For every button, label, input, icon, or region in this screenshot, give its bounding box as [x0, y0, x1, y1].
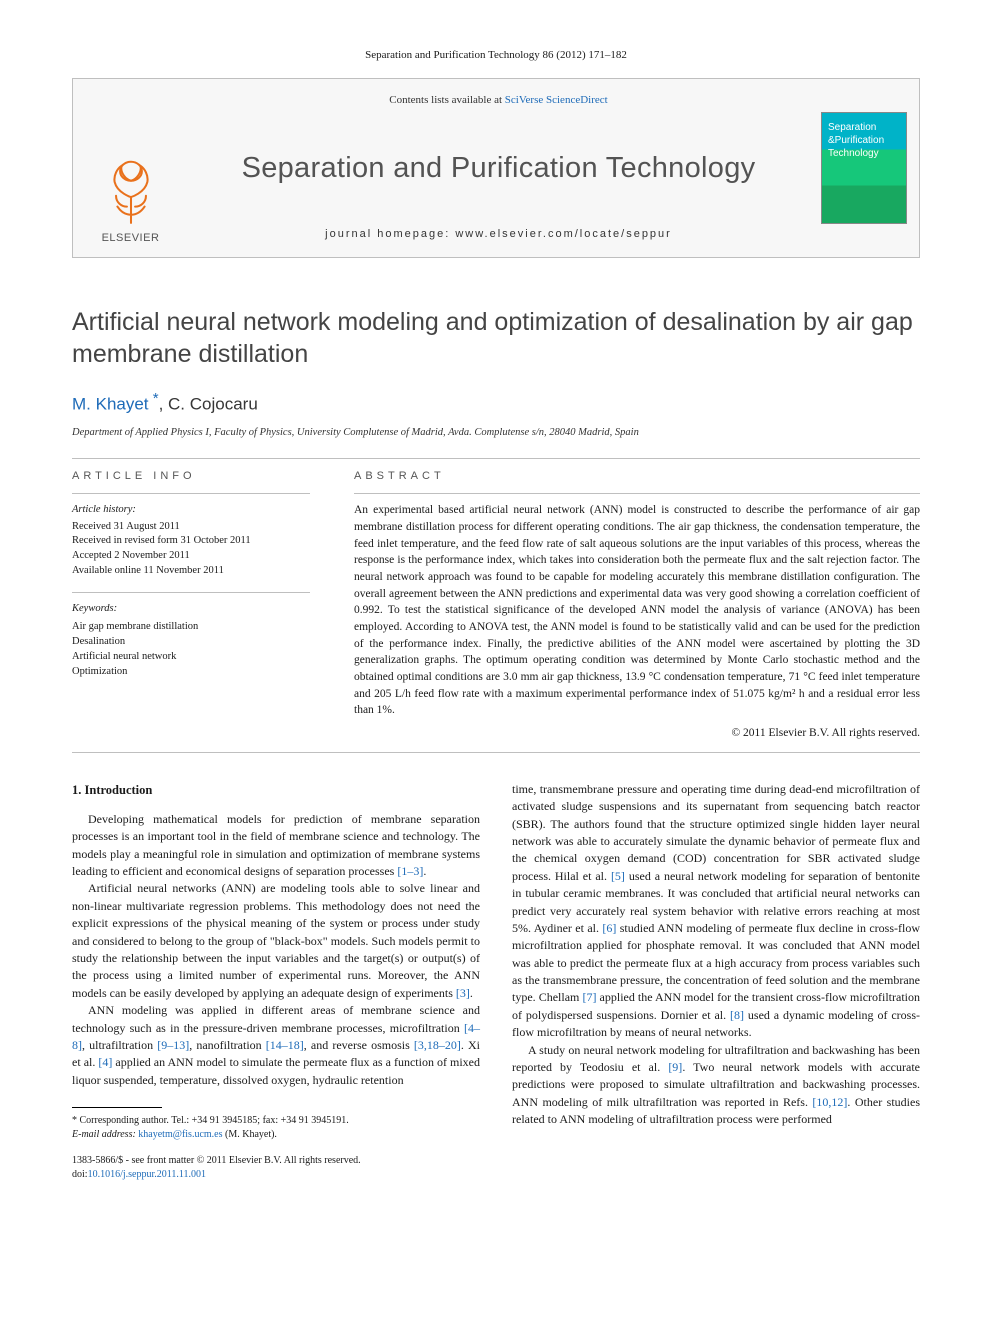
body-paragraph: ANN modeling was applied in different ar… — [72, 1002, 480, 1089]
journal-homepage: journal homepage: www.elsevier.com/locat… — [325, 227, 672, 243]
elsevier-wordmark: ELSEVIER — [102, 231, 160, 247]
para-text: , nanofiltration — [189, 1038, 266, 1052]
keyword-item: Artificial neural network — [72, 649, 310, 664]
journal-cover: Separation &Purification Technology — [821, 112, 907, 224]
cover-word-3: Technology — [828, 147, 879, 160]
journal-header: ELSEVIER Contents lists available at Sci… — [72, 78, 920, 258]
para-text: ANN modeling was applied in different ar… — [72, 1003, 480, 1034]
footnote-rule — [72, 1107, 162, 1108]
email-suffix: (M. Khayet). — [223, 1129, 277, 1140]
copyright: © 2011 Elsevier B.V. All rights reserved… — [354, 725, 920, 742]
cover-word-1: Separation — [828, 121, 876, 134]
footnote-text: Corresponding author. Tel.: +34 91 39451… — [77, 1115, 349, 1126]
sciencedirect-link[interactable]: SciVerse ScienceDirect — [505, 94, 608, 106]
doi-line: doi:10.1016/j.seppur.2011.11.001 — [72, 1168, 480, 1182]
meta-rule-2 — [72, 592, 310, 593]
meta-rule-1 — [72, 493, 310, 494]
cover-word-2: &Purification — [828, 134, 884, 147]
elsevier-tree-icon — [97, 159, 165, 227]
elsevier-logo: ELSEVIER — [97, 159, 165, 247]
para-text: Artificial neural networks (ANN) are mod… — [72, 881, 480, 999]
contents-prefix: Contents lists available at — [389, 94, 504, 106]
frontmatter-line: 1383-5866/$ - see front matter © 2011 El… — [72, 1154, 480, 1168]
section-heading-1: 1. Introduction — [72, 781, 480, 799]
citation-link[interactable]: [6] — [602, 921, 616, 935]
meta-rule-3 — [354, 493, 920, 494]
rule-top — [72, 458, 920, 459]
author-2: C. Cojocaru — [168, 395, 258, 414]
citation-link[interactable]: [9] — [668, 1060, 682, 1074]
citation-link[interactable]: [3,18–20] — [414, 1038, 461, 1052]
publisher-logo-area: ELSEVIER — [73, 79, 188, 257]
abstract-text: An experimental based artificial neural … — [354, 502, 920, 719]
authors: M. Khayet *, C. Cojocaru — [72, 388, 920, 417]
email-link[interactable]: khayetm@fis.ucm.es — [138, 1129, 222, 1140]
body-paragraph: A study on neural network modeling for u… — [512, 1042, 920, 1129]
citation-link[interactable]: [10,12] — [812, 1095, 847, 1109]
doi-label: doi: — [72, 1169, 88, 1180]
history-item: Available online 11 November 2011 — [72, 564, 310, 579]
citation-link[interactable]: [4] — [98, 1055, 112, 1069]
citation-link[interactable]: [5] — [611, 869, 625, 883]
journal-cover-area: Separation &Purification Technology — [809, 79, 919, 257]
author-link-1[interactable]: M. Khayet — [72, 395, 149, 414]
history-item: Accepted 2 November 2011 — [72, 549, 310, 564]
citation-link[interactable]: [1–3] — [397, 864, 423, 878]
citation-link[interactable]: [3] — [456, 986, 470, 1000]
citation-link[interactable]: [14–18] — [266, 1038, 304, 1052]
article-info-label: article info — [72, 469, 310, 485]
para-text: applied an ANN model to simulate the per… — [72, 1055, 480, 1086]
para-text: time, transmembrane pressure and operati… — [512, 782, 920, 883]
journal-name: Separation and Purification Technology — [242, 147, 756, 189]
para-text: , and reverse osmosis — [304, 1038, 414, 1052]
contents-lists-line: Contents lists available at SciVerse Sci… — [389, 93, 607, 109]
body-paragraph: Developing mathematical models for predi… — [72, 811, 480, 881]
abstract-label: abstract — [354, 469, 920, 485]
para-text: , ultrafiltration — [82, 1038, 157, 1052]
body-paragraph: Artificial neural networks (ANN) are mod… — [72, 880, 480, 1002]
rule-bottom — [72, 752, 920, 753]
keyword-item: Desalination — [72, 634, 310, 649]
history-label: Article history: — [72, 502, 310, 517]
citation-link[interactable]: [9–13] — [157, 1038, 189, 1052]
body-paragraph: time, transmembrane pressure and operati… — [512, 781, 920, 1042]
corresponding-footnote: * Corresponding author. Tel.: +34 91 394… — [72, 1114, 480, 1142]
email-label: E-mail address: — [72, 1129, 138, 1140]
header-center: Contents lists available at SciVerse Sci… — [188, 79, 809, 257]
citation-line: Separation and Purification Technology 8… — [72, 48, 920, 64]
paper-title: Artificial neural network modeling and o… — [72, 306, 920, 370]
history-item: Received 31 August 2011 — [72, 520, 310, 535]
corresponding-star: * — [149, 390, 159, 407]
doi-link[interactable]: 10.1016/j.seppur.2011.11.001 — [88, 1169, 206, 1180]
keyword-item: Optimization — [72, 664, 310, 679]
citation-link[interactable]: [7] — [582, 990, 596, 1004]
citation-link[interactable]: [8] — [730, 1008, 744, 1022]
history-item: Received in revised form 31 October 2011 — [72, 534, 310, 549]
affiliation: Department of Applied Physics I, Faculty… — [72, 425, 920, 440]
keyword-item: Air gap membrane distillation — [72, 619, 310, 634]
keywords-label: Keywords: — [72, 601, 310, 616]
